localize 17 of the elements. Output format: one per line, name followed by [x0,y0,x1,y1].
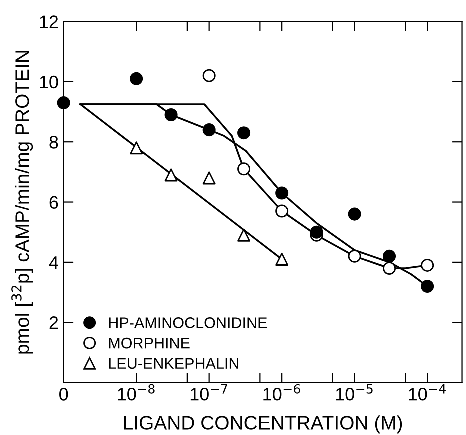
x-axis-title: LIGAND CONCENTRATION (M) [124,416,402,434]
x-tick-label: 10$^{−7}$ [190,384,228,401]
y-axis-title: pmol [$^{32}$p] cAMP/min/mg PROTEIN [12,51,34,354]
y-tick-label: 6 [50,196,58,209]
legend-label: MORPHINE [109,338,190,349]
y-tick-label: 4 [49,256,58,269]
x-tick-label: 10$^{−5}$ [336,384,373,401]
y-tick-label: 2 [50,316,58,330]
legend-label: HP-AMINOCLONIDINE [109,318,268,328]
x-tick-label: 10$^{−6}$ [264,384,300,401]
legend-label: LEU-ENKEPHALIN [109,358,238,370]
x-tick-label: 10$^{−8}$ [118,384,155,401]
y-tick-label: 10 [40,76,58,89]
y-tick-label: 12 [40,16,58,28]
x-tick-label: 10$^{−4}$ [409,384,446,401]
y-tick-label: 8 [50,136,58,149]
x-tick-label: 0 [60,388,68,401]
